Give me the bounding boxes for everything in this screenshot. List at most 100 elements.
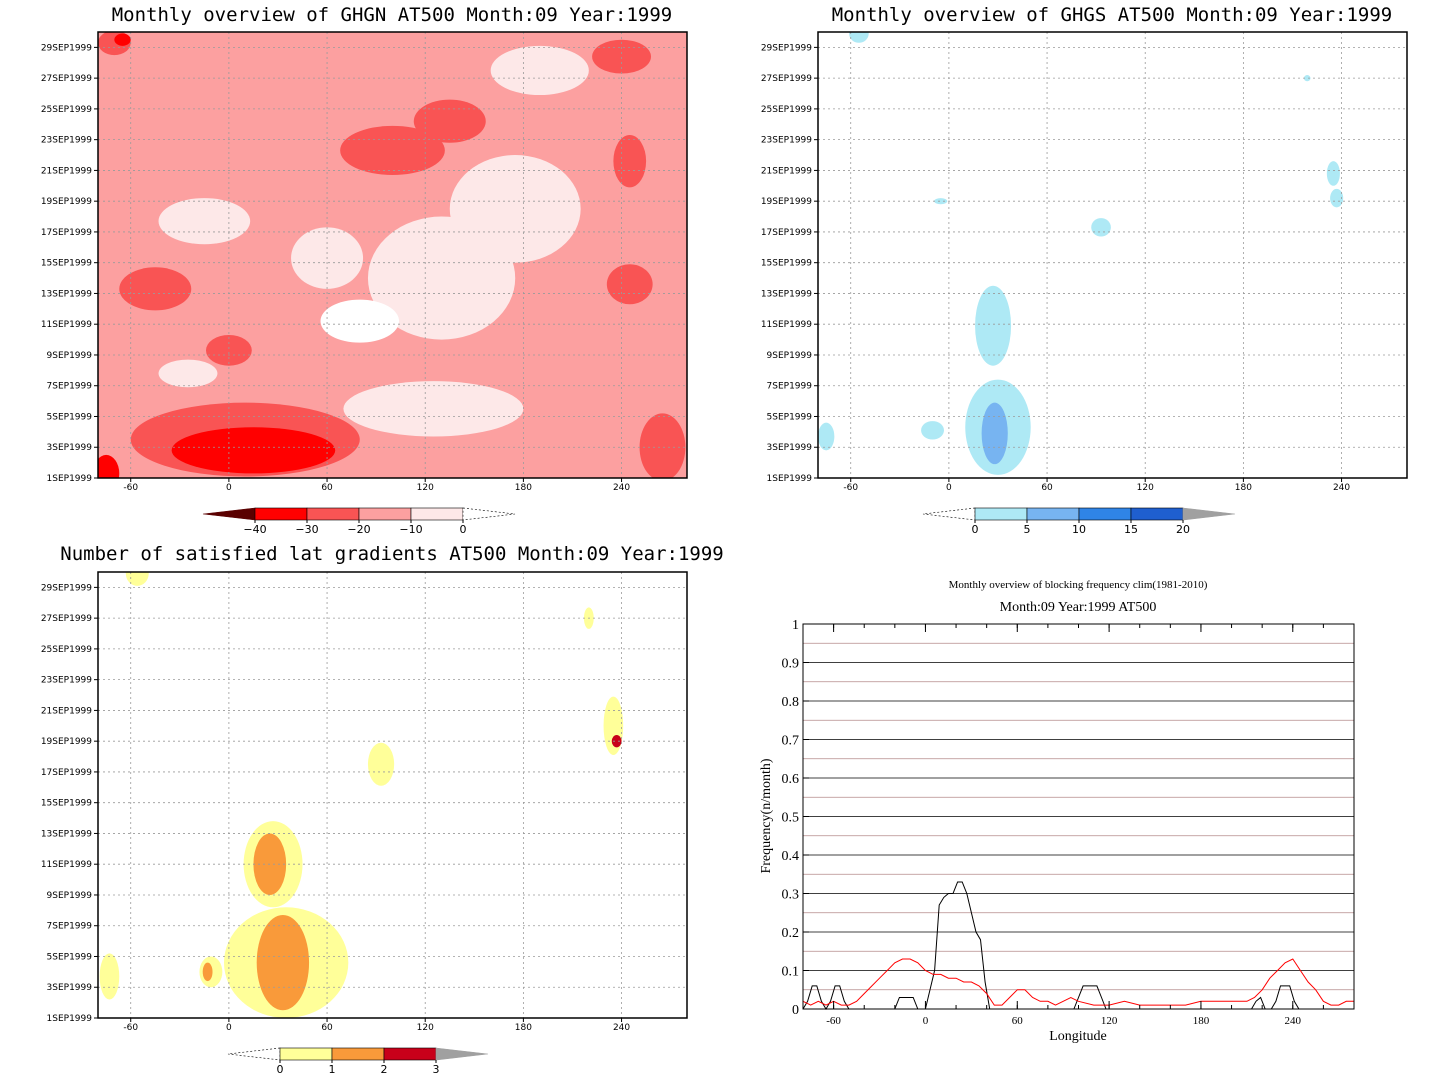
x-tick-label: -60 (123, 1023, 138, 1033)
y-tick-label: 5SEP1999 (47, 952, 93, 962)
x-tick-label: 240 (1333, 483, 1350, 493)
colorbar-segment (254, 507, 308, 521)
y-tick-label: 21SEP1999 (41, 166, 92, 176)
contour-region-0 (125, 572, 149, 586)
contour-region-2 (603, 696, 624, 756)
y-tick-label: 15SEP1999 (761, 259, 812, 269)
contour-region-12 (639, 413, 686, 478)
lat-gradients-panel: Number of satisfied lat gradients AT500 … (41, 543, 724, 1076)
colorbar-segment (331, 1047, 385, 1061)
lat-gradients-colorbar: 0 1 2 3 (227, 1047, 489, 1076)
colorbar-extend-high (435, 1047, 489, 1061)
colorbar-segment (410, 507, 464, 521)
x-tick-label: -60 (826, 1015, 841, 1027)
y-tick-label: 21SEP1999 (761, 166, 812, 176)
y-tick-label: 15SEP1999 (41, 799, 92, 809)
y-tick-label: 19SEP1999 (41, 197, 92, 207)
blocking-subtitle: Month:09 Year:1999 AT500 (1000, 600, 1157, 615)
y-tick-label: 25SEP1999 (761, 105, 812, 115)
colorbar-extend-high (462, 507, 516, 521)
contour-region-8 (256, 914, 310, 1011)
colorbar-extend-low (922, 507, 976, 521)
contour-region-3 (611, 735, 622, 748)
contour-region-2 (1326, 161, 1340, 186)
y-tick-label: 19SEP1999 (41, 737, 92, 747)
contour-region-20 (158, 359, 218, 388)
y-tick-label: 19SEP1999 (761, 197, 812, 207)
contour-region-10 (171, 427, 336, 474)
colorbar-segment (279, 1047, 333, 1061)
x-tick-label: 60 (321, 483, 333, 493)
y-tick-label: 9SEP1999 (767, 351, 813, 361)
colorbar-segment (1078, 507, 1132, 521)
contour-region-2 (340, 125, 445, 176)
colorbar-segment (974, 507, 1028, 521)
contour-region-13 (490, 45, 589, 96)
x-tick-label: 0 (946, 483, 952, 493)
contour-region-9 (99, 953, 120, 1000)
contour-region-6 (975, 285, 1012, 366)
y-tick-label: 9SEP1999 (47, 891, 93, 901)
y-tick-label: 1SEP1999 (767, 474, 813, 484)
y-tick-label: 3SEP1999 (47, 983, 93, 993)
colorbar-tick-label: 1 (329, 1063, 336, 1076)
y-tick-label: 27SEP1999 (41, 74, 92, 84)
y-tick-label: 11SEP1999 (761, 320, 812, 330)
colorbar-tick-label: 5 (1024, 523, 1031, 536)
colorbar-segment (1130, 507, 1184, 521)
y-tick-label: 3SEP1999 (767, 443, 813, 453)
x-tick-label: 240 (613, 1023, 630, 1033)
ghgs-panel: Monthly overview of GHGS AT500 Month:09 … (761, 4, 1408, 536)
contour-region-5 (613, 135, 647, 188)
x-tick-label: 120 (417, 1023, 434, 1033)
contour-region-6 (119, 267, 192, 311)
ghgs-frame (817, 31, 1408, 479)
colorbar-tick-label: 0 (460, 523, 467, 536)
y-tick-label: 0.1 (782, 965, 800, 980)
ghgn-frame (97, 31, 688, 479)
y-tick-label: 5SEP1999 (767, 412, 813, 422)
x-tick-label: 180 (1193, 1015, 1210, 1027)
ghgs-colorbar: 0 5 10 15 20 (922, 507, 1236, 536)
colorbar-extend-low (227, 1047, 281, 1061)
x-tick-label: 180 (515, 1023, 532, 1033)
x-tick-label: 0 (226, 1023, 232, 1033)
x-tick-label: 240 (613, 483, 630, 493)
contour-region-4 (367, 742, 395, 786)
y-tick-label: 27SEP1999 (41, 614, 92, 624)
contour-region-8 (606, 264, 653, 305)
colorbar-tick-label: −10 (399, 523, 422, 536)
x-tick-label: 0 (226, 483, 232, 493)
colorbar-tick-label: 2 (381, 1063, 388, 1076)
y-tick-label: 1SEP1999 (47, 1014, 93, 1024)
colorbar-segment (1026, 507, 1080, 521)
x-tick-label: -60 (843, 483, 858, 493)
y-tick-label: 0.8 (782, 695, 800, 710)
y-tick-label: 23SEP1999 (761, 136, 812, 146)
contour-region-3 (1330, 188, 1344, 208)
y-tick-label: 23SEP1999 (41, 136, 92, 146)
y-tick-label: 7SEP1999 (47, 922, 93, 932)
colorbar-tick-label: 0 (972, 523, 979, 536)
x-tick-label: 120 (1101, 1015, 1118, 1027)
lat-gradients-frame (97, 571, 688, 1019)
lat-gradients-title: Number of satisfied lat gradients AT500 … (60, 543, 723, 565)
y-tick-label: 1SEP1999 (47, 474, 93, 484)
contour-region-9 (818, 422, 835, 451)
y-tick-label: 0 (792, 1003, 799, 1018)
y-tick-label: 0.5 (782, 811, 800, 826)
x-tick-label: 120 (1137, 483, 1154, 493)
y-tick-label: 17SEP1999 (41, 768, 92, 778)
y-tick-label: 15SEP1999 (41, 259, 92, 269)
y-tick-label: 7SEP1999 (767, 382, 813, 392)
y-tick-label: 29SEP1999 (41, 583, 92, 593)
y-tick-label: 0.6 (782, 772, 800, 787)
colorbar-tick-label: 20 (1176, 523, 1190, 536)
x-tick-label: 60 (321, 1023, 333, 1033)
x-tick-label: 120 (417, 483, 434, 493)
y-tick-label: 13SEP1999 (41, 829, 92, 839)
colorbar-segment (383, 1047, 437, 1061)
y-tick-label: 11SEP1999 (41, 860, 92, 870)
contour-region-17 (449, 155, 581, 263)
y-tick-label: 3SEP1999 (47, 443, 93, 453)
